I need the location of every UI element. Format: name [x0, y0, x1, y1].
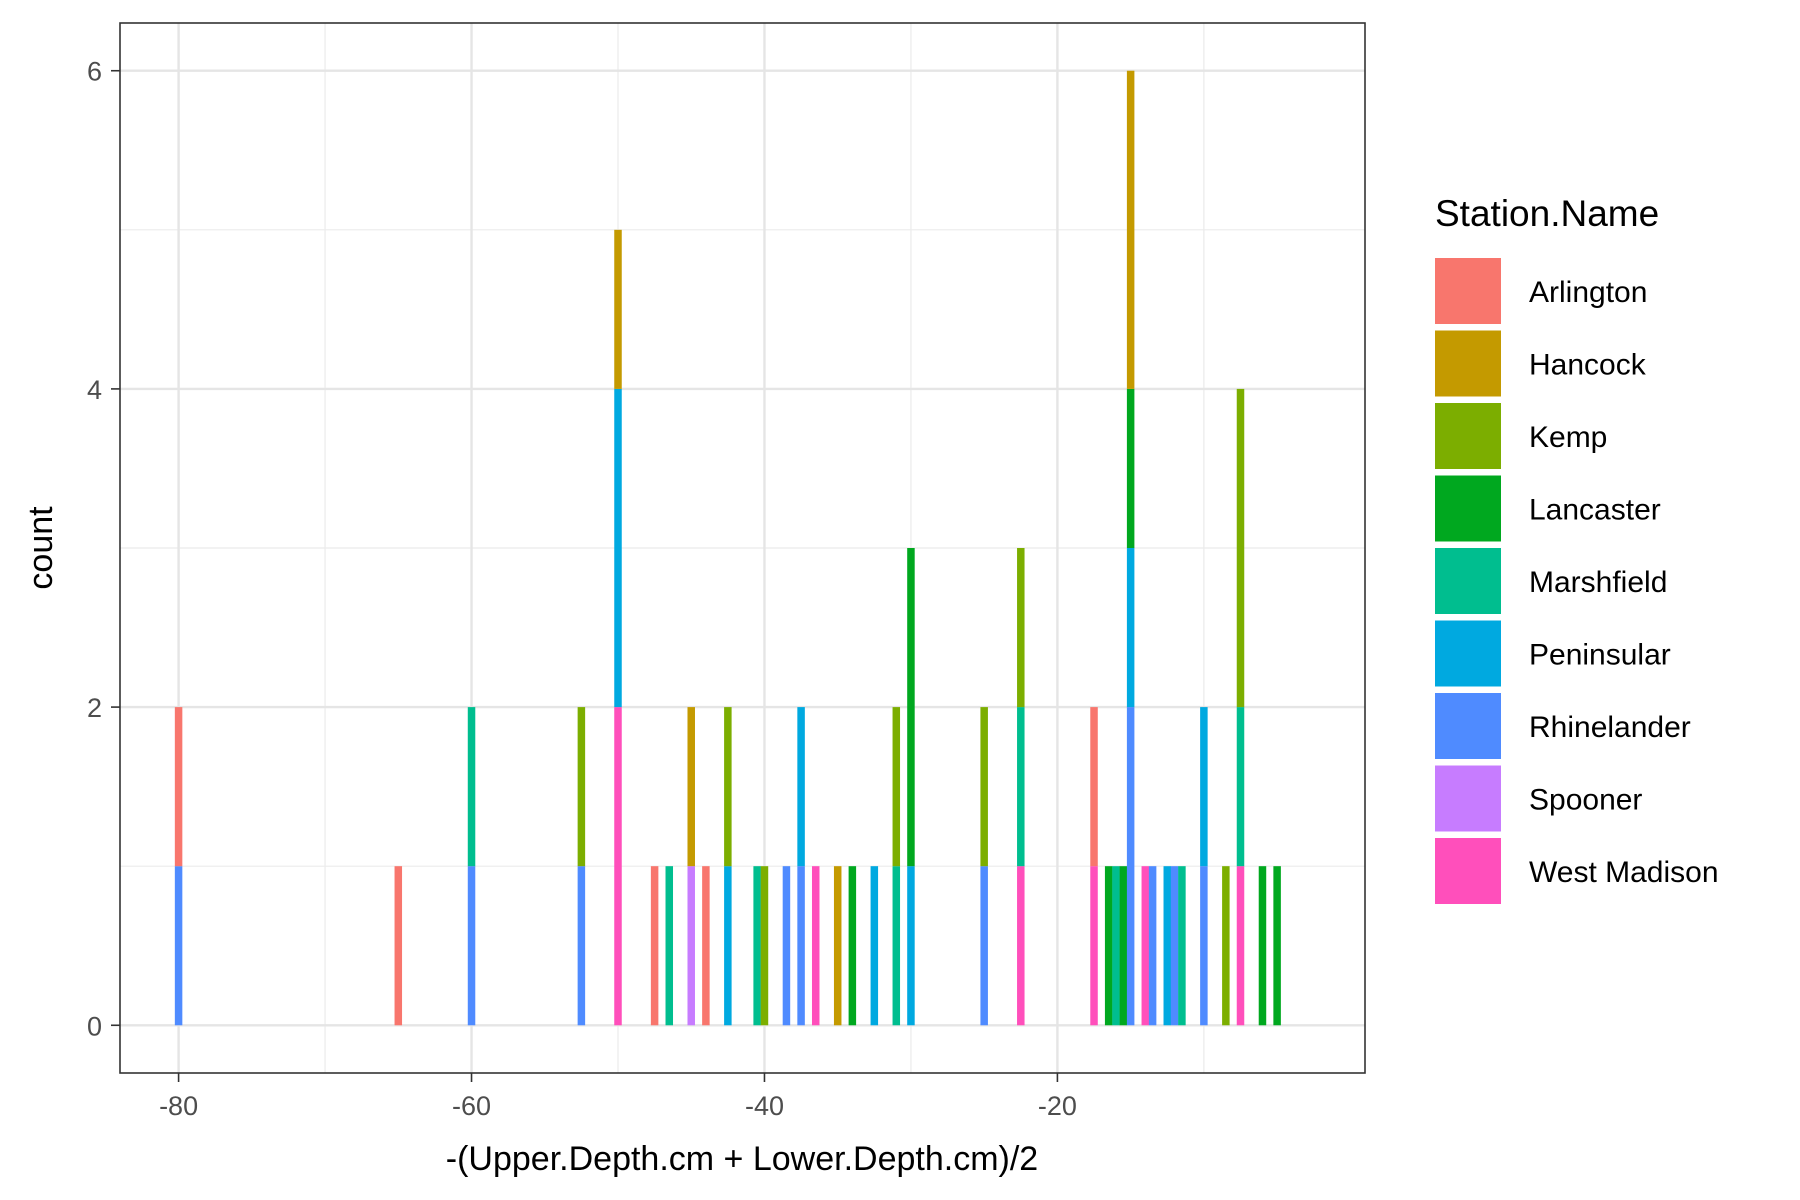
bar-segment-marshfield — [1236, 707, 1245, 867]
bar-segment-arlington — [174, 707, 183, 867]
bar-segment-rhinelander — [1148, 866, 1157, 1026]
bar-segment-kemp — [980, 707, 988, 867]
bar-segment-marshfield — [1017, 707, 1025, 867]
bar-segment-arlington — [394, 866, 403, 1026]
bar-segment-lancaster — [848, 866, 857, 1026]
legend-label-rhinelander: Rhinelander — [1529, 711, 1691, 744]
bar-segment-kemp — [892, 707, 901, 867]
bar-segment-kemp — [1017, 548, 1025, 708]
x-tick-label: -80 — [159, 1091, 198, 1121]
legend-label-kemp: Kemp — [1529, 421, 1607, 454]
bar-segment-marshfield — [1178, 866, 1186, 1026]
legend-key-kemp — [1435, 403, 1501, 469]
legend-key-peninsular — [1435, 620, 1501, 687]
x-tick-label: -60 — [452, 1091, 491, 1121]
legend-key-west-madison — [1435, 838, 1501, 904]
bar-segment-marshfield — [665, 866, 674, 1026]
y-tick-label: 6 — [87, 57, 102, 87]
bar-segment-rhinelander — [980, 866, 988, 1026]
bar-segment-peninsular — [1163, 866, 1172, 1026]
bar-segment-marshfield — [753, 866, 761, 1026]
bar-segment-hancock — [614, 229, 622, 389]
bar-segment-arlington — [650, 866, 659, 1026]
bar-segment-kemp — [1222, 866, 1230, 1026]
bar-segment-rhinelander — [797, 866, 805, 1026]
bar-segment-marshfield — [892, 866, 901, 1026]
x-tick-label: -20 — [1038, 1091, 1077, 1121]
legend-key-rhinelander — [1435, 693, 1501, 759]
legend-label-marshfield: Marshfield — [1529, 566, 1667, 599]
legend-label-west-madison: West Madison — [1529, 856, 1719, 889]
legend-label-spooner: Spooner — [1529, 784, 1642, 817]
bar-segment-peninsular — [614, 388, 622, 708]
y-axis-title: count — [22, 506, 60, 590]
bar-segment-kemp — [760, 866, 769, 1026]
bar-segment-lancaster — [907, 548, 915, 867]
bar-segment-peninsular — [870, 866, 879, 1026]
bar-segment-rhinelander — [1126, 707, 1135, 1026]
legend-key-spooner — [1435, 765, 1501, 832]
panel-border — [119, 22, 1366, 1074]
bar-segment-rhinelander — [1170, 866, 1179, 1026]
bar-segment-peninsular — [797, 707, 805, 867]
legend-label-lancaster: Lancaster — [1529, 494, 1661, 527]
bar-segment-rhinelander — [782, 866, 791, 1026]
bar-segment-rhinelander — [174, 866, 183, 1026]
bar-segment-arlington — [702, 866, 710, 1026]
legend-key-lancaster — [1435, 475, 1501, 542]
y-tick-label: 4 — [87, 375, 102, 405]
bar-segment-rhinelander — [577, 866, 586, 1026]
bar-segment-kemp — [724, 707, 732, 867]
y-tick-label: 2 — [87, 693, 102, 723]
bar-segment-rhinelander — [1200, 866, 1208, 1026]
bar-segment-west-madison — [1090, 866, 1098, 1026]
bars — [174, 70, 1281, 1026]
bar-segment-lancaster — [1104, 866, 1113, 1026]
legend-key-marshfield — [1435, 548, 1501, 614]
bar-segment-hancock — [687, 707, 695, 867]
bar-segment-arlington — [1090, 707, 1098, 867]
bar-segment-hancock — [1126, 70, 1135, 389]
bar-segment-rhinelander — [467, 866, 476, 1026]
bar-segment-west-madison — [1236, 866, 1245, 1026]
bar-segment-kemp — [1236, 388, 1245, 708]
bar-segment-west-madison — [1141, 866, 1150, 1026]
bar-segment-west-madison — [1017, 866, 1025, 1026]
bar-segment-kemp — [577, 707, 586, 867]
bar-segment-lancaster — [1258, 866, 1267, 1026]
bar-segment-marshfield — [1112, 866, 1120, 1026]
bar-segment-lancaster — [1273, 866, 1281, 1026]
x-axis-title: -(Upper.Depth.cm + Lower.Depth.cm)/2 — [446, 1140, 1038, 1178]
bar-segment-lancaster — [1119, 866, 1128, 1026]
bar-segment-hancock — [833, 866, 842, 1026]
bar-segment-spooner — [687, 866, 695, 1026]
x-tick-label: -40 — [745, 1091, 784, 1121]
bar-segment-marshfield — [467, 707, 476, 867]
bar-segment-peninsular — [1200, 707, 1208, 867]
legend-key-hancock — [1435, 330, 1501, 397]
legend: Station.Name Arlington Hancock Kemp Lancast… — [1435, 193, 1719, 904]
y-tick-label: 0 — [87, 1011, 102, 1041]
legend-key-arlington — [1435, 258, 1501, 324]
bar-segment-west-madison — [811, 866, 820, 1026]
bar-segment-lancaster — [1126, 388, 1135, 548]
bar-segment-peninsular — [907, 866, 915, 1026]
legend-title: Station.Name — [1435, 193, 1659, 234]
bar-segment-west-madison — [614, 707, 622, 1026]
legend-label-arlington: Arlington — [1529, 276, 1647, 309]
axis-ticks: -80 -60 -40 -20 0 2 4 6 — [87, 57, 1077, 1121]
legend-label-hancock: Hancock — [1529, 349, 1647, 382]
legend-label-peninsular: Peninsular — [1529, 639, 1671, 672]
bar-segment-peninsular — [1126, 548, 1135, 708]
bar-segment-peninsular — [724, 866, 732, 1026]
